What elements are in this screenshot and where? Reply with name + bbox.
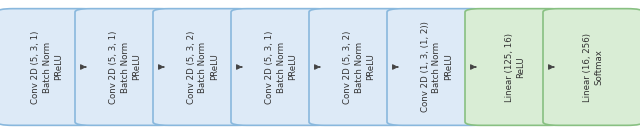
Text: Conv 2D (5, 3, 2)
Batch Norm
PReLU: Conv 2D (5, 3, 2) Batch Norm PReLU	[187, 30, 219, 104]
FancyBboxPatch shape	[543, 9, 640, 125]
FancyBboxPatch shape	[0, 9, 97, 125]
FancyBboxPatch shape	[387, 9, 487, 125]
Text: Conv 2D (5, 3, 1)
Batch Norm
PReLU: Conv 2D (5, 3, 1) Batch Norm PReLU	[109, 30, 141, 104]
Text: Conv 2D (1, 3, (1, 2))
Batch Norm
PReLU: Conv 2D (1, 3, (1, 2)) Batch Norm PReLU	[421, 22, 453, 112]
Text: Conv 2D (5, 3, 1)
Batch Norm
PReLU: Conv 2D (5, 3, 1) Batch Norm PReLU	[265, 30, 297, 104]
Text: Conv 2D (5, 3, 1)
Batch Norm
PReLU: Conv 2D (5, 3, 1) Batch Norm PReLU	[31, 30, 63, 104]
Text: Linear (125, 16)
ReLU: Linear (125, 16) ReLU	[505, 33, 525, 101]
FancyBboxPatch shape	[465, 9, 565, 125]
FancyBboxPatch shape	[231, 9, 331, 125]
Text: Linear (16, 256)
Softmax: Linear (16, 256) Softmax	[583, 33, 604, 101]
Text: Conv 2D (5, 3, 2)
Batch Norm
PReLU: Conv 2D (5, 3, 2) Batch Norm PReLU	[343, 30, 375, 104]
FancyBboxPatch shape	[75, 9, 175, 125]
FancyBboxPatch shape	[309, 9, 409, 125]
FancyBboxPatch shape	[153, 9, 253, 125]
